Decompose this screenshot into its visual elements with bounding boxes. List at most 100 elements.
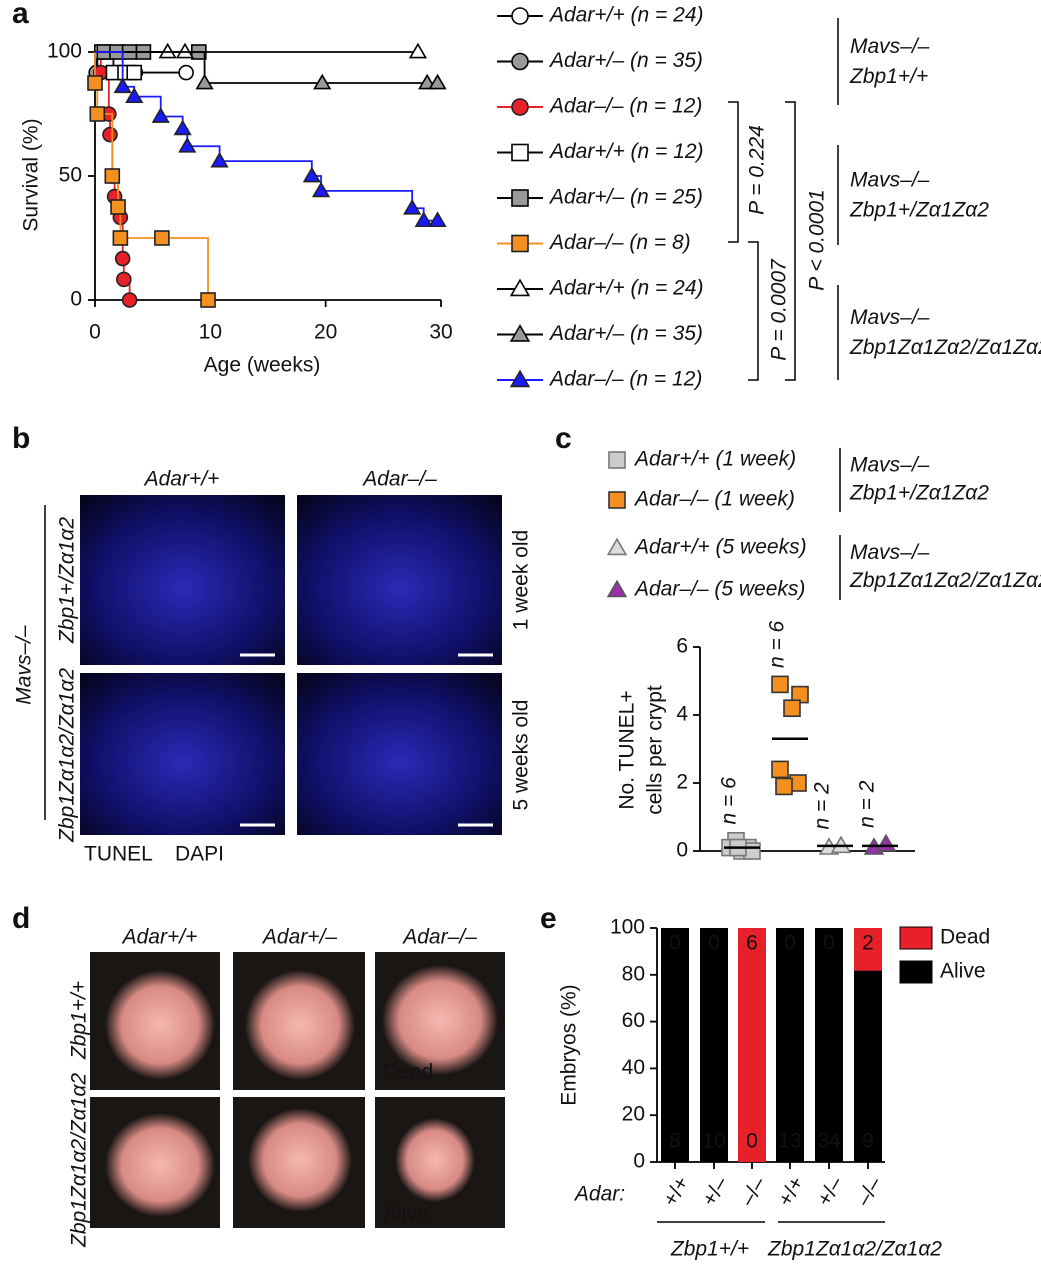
count-label: 0 [823,932,835,955]
legend-label: Adar+/– (n = 25) [548,186,703,209]
group-label: Zbp1+/Zα1Zα2 [849,482,989,505]
legend-label: Adar+/+ (5 weeks) [633,536,807,559]
marker [771,760,789,779]
y-tick-label: 20 [622,1103,645,1126]
group-label: Zbp1Zα1Zα2/Zα1Zα2 [849,569,1041,592]
bar-segment [854,970,882,1162]
marker [175,42,195,59]
legend-label: Adar–/– (1 week) [633,488,795,511]
x-tick-label: –/– [852,1173,887,1210]
marker [428,211,447,228]
legend-swatch [899,960,933,984]
legend-label: Adar–/– (n = 12) [548,95,702,118]
y-tick-label: 80 [622,962,645,985]
x-tick-label: –/– [736,1173,771,1210]
legend-marker [511,52,529,71]
panel-b-images [44,495,502,835]
count-label: 13 [778,1130,801,1153]
x-tick-label: 10 [199,321,222,344]
x-axis-title: Adar: [573,1183,625,1206]
legend-marker [606,579,628,598]
panel-label: b [12,422,30,455]
group-label: Mavs–/– [850,541,930,564]
step-line [219,160,313,176]
y-tick-label: 0 [676,839,688,862]
legend-label: Adar+/– (n = 35) [548,322,703,345]
marker [178,136,197,153]
marker [771,675,789,694]
age-label: 5 weeks old [510,700,533,811]
legend-marker [509,369,531,388]
n-label: n = 2 [856,780,879,828]
step-line [95,51,124,87]
x-tick-label: 20 [314,321,337,344]
x-tick-label: 30 [429,321,452,344]
p-value: P = 0.224 [746,125,769,215]
n-label: n = 6 [718,777,741,825]
legend-marker [511,234,529,253]
marker [195,73,214,90]
count-label: 2 [862,932,874,955]
y-tick-label: 6 [676,635,688,658]
p-value: P = 0.0007 [768,258,791,361]
legend-label: Adar–/– (n = 12) [548,368,702,391]
count-label: 0 [784,932,796,955]
group-label: Zbp1Zα1α2/Zα1α2 [767,1238,942,1261]
y-tick-label: 50 [59,164,82,187]
marker [313,73,332,90]
photo-tag: Alive [383,1203,429,1226]
embryo [248,1108,352,1212]
marker [110,199,126,215]
marker [311,181,331,198]
panel-d-images [90,952,505,1228]
legend-marker [511,98,529,116]
x-tick-label: +/+ [659,1173,694,1211]
group-label: Zbp1+/Zα1Zα2 [849,199,989,222]
legend-label: Alive [940,960,986,983]
panel-label: e [540,902,557,935]
marker [783,699,801,718]
y-axis-title: Survival (%) [20,118,43,231]
group-label: Mavs–/– [850,35,930,58]
y-tick-label: 2 [676,771,688,794]
count-label: 8 [669,1130,681,1153]
y-tick-label: 0 [70,288,82,311]
legend-marker [511,143,529,162]
column-label: Adar–/– [361,468,437,491]
bar-segment [815,928,843,1162]
photo-tag: Dead [383,1061,433,1084]
column-label: Adar+/+ [121,926,198,949]
y-axis-title: No. TUNEL+ [616,690,639,809]
marker [173,119,192,136]
panel-label: a [12,0,29,30]
marker [178,64,194,81]
marker [102,126,118,143]
group-label: Mavs–/– [850,454,930,477]
comparison-bracket [728,101,739,243]
embryo [395,1118,475,1202]
marker [403,198,422,215]
step-line [95,51,206,83]
group-label: Mavs–/– [850,169,930,192]
marker [104,168,121,184]
x-tick-label: +/– [698,1173,733,1211]
row-label: Zbp1Zα1α2/Zα1α2 [56,668,79,843]
y-tick-label: 0 [633,1150,645,1173]
legend-marker [606,537,628,556]
count-label: 34 [817,1130,841,1153]
micrograph [80,673,285,835]
marker [112,230,129,246]
column-label: Adar+/+ [143,468,220,491]
x-tick-label: +/+ [774,1173,809,1211]
micrograph [80,495,285,665]
legend-label: Adar+/+ (n = 24) [548,4,704,27]
legend-marker [511,189,529,207]
x-tick-label: 0 [89,321,101,344]
y-tick-label: 100 [47,40,82,63]
row-label: Zbp1+/Zα1α2 [56,517,79,644]
embryo [245,970,355,1080]
p-value: P < 0.0001 [806,189,829,290]
marker [154,230,170,246]
y-axis-title: Embryos (%) [558,984,581,1105]
legend-label: Adar+/+ (n = 12) [548,140,704,163]
